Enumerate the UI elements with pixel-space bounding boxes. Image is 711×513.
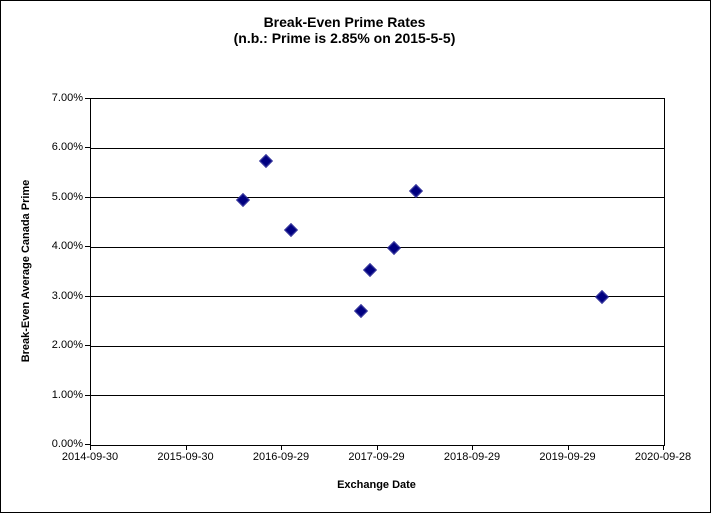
y-axis-tick bbox=[85, 345, 90, 347]
x-axis-tick bbox=[663, 445, 664, 450]
data-point-marker bbox=[409, 183, 424, 198]
y-tick-label: 2.00% bbox=[51, 339, 83, 352]
x-axis-tick bbox=[567, 445, 569, 450]
y-gridline bbox=[91, 296, 664, 298]
chart-title-line1: Break-Even Prime Rates bbox=[263, 14, 426, 30]
x-axis-tick bbox=[472, 445, 473, 450]
x-tick-label: 2016-09-29 bbox=[252, 451, 310, 463]
plot-area bbox=[90, 98, 665, 446]
y-gridline bbox=[91, 395, 664, 397]
x-tick-label: 2019-09-29 bbox=[539, 451, 596, 463]
x-tick-label: 2018-09-29 bbox=[443, 451, 501, 463]
y-axis-tick bbox=[85, 147, 90, 149]
y-axis-title: Break-Even Average Canada Prime bbox=[20, 179, 32, 363]
x-axis-title: Exchange Date bbox=[337, 479, 416, 491]
x-tick-label: 2017-09-29 bbox=[348, 451, 405, 463]
x-axis-tick bbox=[90, 445, 91, 450]
y-axis-tick bbox=[85, 444, 90, 445]
y-tick-label: 0.00% bbox=[51, 438, 83, 450]
y-axis-tick bbox=[85, 98, 90, 99]
y-tick-label: 3.00% bbox=[51, 289, 83, 302]
y-axis-tick bbox=[85, 394, 90, 396]
y-gridline bbox=[91, 147, 664, 149]
x-tick-label: 2014-09-30 bbox=[61, 451, 119, 463]
x-axis-tick bbox=[281, 445, 282, 450]
y-tick-label: 1.00% bbox=[51, 388, 83, 401]
y-gridline bbox=[91, 345, 664, 347]
data-point-marker bbox=[594, 290, 610, 305]
y-axis-tick bbox=[85, 196, 90, 198]
y-axis-tick bbox=[85, 246, 90, 248]
chart-title-line2: (n.b.: Prime is 2.85% on 2015-5-5) bbox=[233, 30, 456, 46]
chart-title: Break-Even Prime Rates (n.b.: Prime is 2… bbox=[1, 14, 688, 46]
data-point-marker bbox=[283, 223, 298, 238]
y-tick-label: 4.00% bbox=[51, 240, 83, 253]
y-axis-tick bbox=[85, 295, 90, 297]
x-tick-label: 2020-09-28 bbox=[634, 451, 692, 463]
x-axis-tick bbox=[376, 445, 378, 450]
x-tick-label: 2015-09-30 bbox=[157, 451, 214, 463]
y-gridline bbox=[91, 197, 664, 199]
data-point-marker bbox=[354, 303, 369, 318]
x-axis-tick bbox=[185, 445, 187, 450]
data-point-marker bbox=[387, 241, 402, 256]
data-point-marker bbox=[362, 262, 377, 278]
data-point-marker bbox=[259, 153, 274, 168]
y-tick-label: 5.00% bbox=[51, 190, 83, 203]
y-tick-label: 7.00% bbox=[51, 92, 83, 104]
y-tick-label: 6.00% bbox=[51, 141, 83, 154]
y-gridline bbox=[91, 246, 664, 248]
